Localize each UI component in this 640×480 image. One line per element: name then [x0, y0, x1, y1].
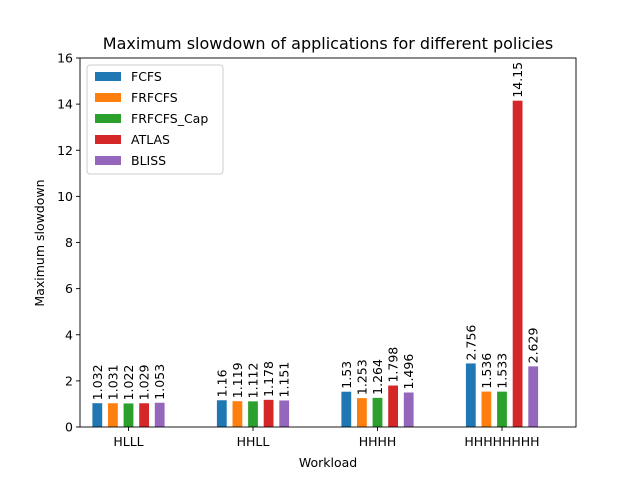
legend-swatch [95, 72, 121, 81]
bar-bliss-hhhh [403, 392, 414, 427]
bar-value-label: 1.533 [495, 353, 510, 389]
bar-fcfs-hhll [216, 400, 227, 427]
bar-frfcfs-cap-hhhhhhhh [497, 391, 507, 427]
bar-frfcfs-hhll [232, 401, 243, 427]
bar-atlas-hhhh [388, 385, 398, 427]
bar-frfcfs-hhhhhhhh [481, 391, 492, 427]
bar-value-label: 1.178 [261, 361, 276, 397]
bar-bliss-hhhhhhhh [528, 366, 539, 427]
legend-label: FCFS [131, 69, 162, 84]
chart-title: Maximum slowdown of applications for dif… [103, 34, 553, 53]
bar-value-label: 1.496 [401, 354, 416, 390]
legend-label: FRFCFS [131, 90, 178, 105]
y-tick-label: 4 [65, 327, 73, 342]
bar-fcfs-hhhh [341, 391, 352, 427]
bar-value-label: 1.032 [90, 364, 105, 400]
bar-value-label: 1.053 [152, 364, 167, 400]
bar-value-label: 2.629 [526, 328, 541, 364]
bar-value-label: 1.119 [230, 362, 245, 398]
x-tick-label: HHHHHHHH [464, 434, 539, 449]
bar-atlas-hhhhhhhh [512, 100, 523, 428]
x-axis-label: Workload [299, 455, 357, 470]
y-tick-label: 16 [57, 51, 73, 66]
bar-atlas-hlll [139, 403, 149, 427]
y-tick-label: 8 [65, 235, 73, 250]
x-tick-label: HLLL [113, 434, 143, 449]
bar-value-label: 1.151 [277, 362, 292, 398]
legend-swatch [95, 114, 121, 123]
bar-frfcfs-cap-hhhh [372, 397, 383, 427]
bar-value-label: 1.029 [137, 364, 152, 400]
bar-atlas-hhll [263, 399, 274, 427]
bar-value-label: 1.536 [479, 353, 494, 389]
bar-value-label: 1.031 [105, 364, 120, 400]
legend-swatch [95, 135, 121, 144]
bar-value-label: 1.16 [214, 369, 229, 397]
bar-frfcfs-hhhh [357, 398, 367, 427]
legend-label: BLISS [131, 153, 166, 168]
legend-label: ATLAS [131, 132, 170, 147]
bar-fcfs-hhhhhhhh [465, 363, 476, 427]
bar-value-label: 1.253 [354, 359, 369, 395]
y-tick-label: 10 [57, 189, 73, 204]
y-tick-label: 2 [65, 373, 73, 388]
x-tick-label: HHHH [359, 434, 397, 449]
legend-label: FRFCFS_Cap [131, 111, 208, 126]
bar-frfcfs-hlll [108, 403, 118, 427]
y-tick-label: 12 [57, 143, 73, 158]
y-axis-label: Maximum slowdown [32, 179, 47, 306]
y-tick-label: 0 [65, 420, 73, 435]
legend-swatch [95, 93, 121, 102]
bar-fcfs-hlll [92, 403, 103, 427]
bar-frfcfs-cap-hhll [248, 401, 258, 427]
bar-frfcfs-cap-hlll [123, 403, 134, 427]
bar-value-label: 1.112 [246, 363, 261, 399]
y-tick-label: 14 [57, 97, 73, 112]
legend-box [86, 64, 224, 175]
bar-value-label: 1.264 [370, 359, 385, 395]
x-tick-label: HHLL [237, 434, 270, 449]
bar-bliss-hhll [279, 400, 290, 427]
bar-value-label: 14.15 [510, 62, 525, 98]
bar-bliss-hlll [154, 402, 165, 427]
bar-value-label: 1.022 [121, 365, 136, 401]
legend: FCFS FRFCFS FRFCFS_Cap ATLAS BLISS [86, 64, 224, 175]
legend-swatch [95, 156, 121, 165]
bar-value-label: 1.53 [339, 361, 354, 389]
bar-value-label: 1.798 [386, 347, 401, 383]
bar-value-label: 2.756 [463, 325, 478, 361]
y-tick-label: 6 [65, 281, 73, 296]
